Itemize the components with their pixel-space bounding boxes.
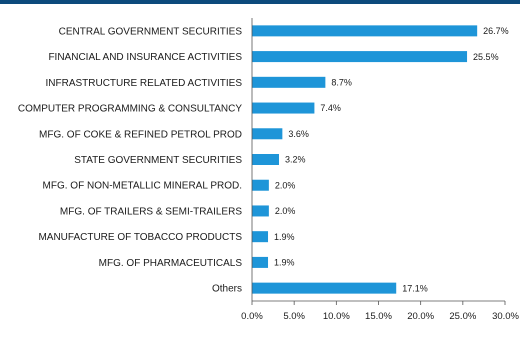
bar: [252, 25, 478, 37]
x-tick-label: 0.0%: [241, 311, 263, 322]
category-label: INFRASTRUCTURE RELATED ACTIVITIES: [45, 78, 242, 89]
value-label: 3.6%: [288, 129, 309, 139]
value-label: 1.9%: [274, 258, 295, 268]
bar: [252, 231, 269, 243]
value-label: 7.4%: [320, 103, 341, 113]
bar: [252, 128, 283, 140]
x-tick-label: 25.0%: [449, 311, 476, 322]
bar: [252, 51, 468, 63]
x-tick-label: 20.0%: [407, 311, 434, 322]
value-label: 2.0%: [275, 180, 296, 190]
bar: [252, 282, 397, 294]
x-tick-label: 5.0%: [283, 311, 305, 322]
bar: [252, 102, 315, 114]
value-label: 1.9%: [274, 232, 295, 242]
category-label: MFG. OF TRAILERS & SEMI-TRAILERS: [60, 206, 242, 217]
category-label: Others: [212, 284, 242, 295]
value-label: 2.0%: [275, 206, 296, 216]
category-label: MANUFACTURE OF TOBACCO PRODUCTS: [38, 232, 242, 243]
header-band: [0, 0, 520, 4]
bar: [252, 76, 326, 88]
bars-group: [252, 25, 478, 294]
category-label: MFG. OF PHARMACEUTICALS: [99, 258, 243, 269]
category-labels-group: CENTRAL GOVERNMENT SECURITIES FINANCIAL A…: [18, 26, 242, 294]
value-label: 8.7%: [331, 78, 352, 88]
x-ticks-group: 0.0% 5.0% 10.0% 15.0% 20.0% 25.0% 30.0%: [241, 301, 520, 322]
category-label: STATE GOVERNMENT SECURITIES: [74, 155, 242, 166]
value-label: 26.7%: [483, 26, 509, 36]
category-label: CENTRAL GOVERNMENT SECURITIES: [59, 26, 243, 37]
value-label: 25.5%: [473, 52, 499, 62]
value-label: 17.1%: [402, 283, 428, 293]
x-tick-label: 30.0%: [492, 311, 519, 322]
category-label: MFG. OF COKE & REFINED PETROL PROD: [39, 129, 242, 140]
category-label: MFG. OF NON-METALLIC MINERAL PROD.: [43, 181, 242, 192]
bar: [252, 256, 269, 268]
x-tick-label: 15.0%: [365, 311, 392, 322]
bar: [252, 154, 279, 165]
value-label: 3.2%: [285, 155, 306, 165]
category-label: FINANCIAL AND INSURANCE ACTIVITIES: [48, 52, 242, 63]
category-label: COMPUTER PROGRAMMING & CONSULTANCY: [18, 104, 242, 115]
x-tick-label: 10.0%: [323, 311, 350, 322]
value-labels-group: 26.7% 25.5% 8.7% 7.4% 3.6% 3.2% 2.0% 2.0% 1.9% 1.…: [274, 26, 509, 293]
bar: [252, 179, 269, 191]
bar: [252, 205, 269, 217]
